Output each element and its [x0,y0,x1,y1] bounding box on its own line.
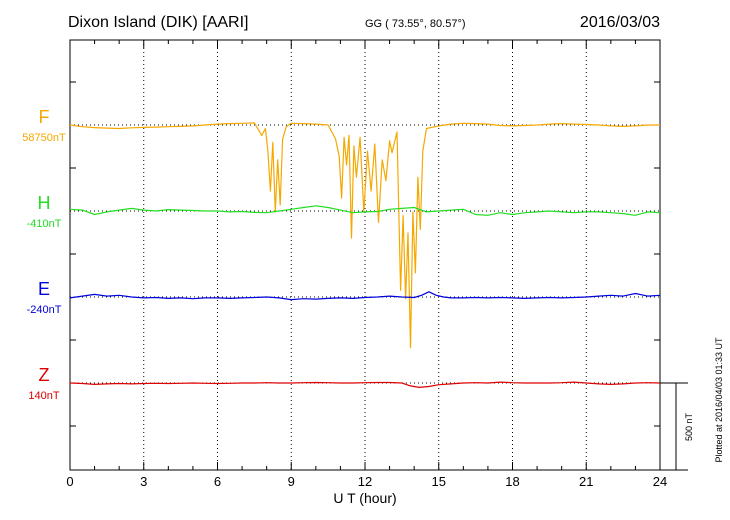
component-label-E: E [38,279,50,299]
series-group [69,122,661,388]
component-label-H: H [38,193,51,213]
baseline-label-F: 58750nT [22,132,66,144]
component-label-Z: Z [39,365,50,385]
baseline-label-H: -410nT [27,218,62,230]
x-tick-label-3: 3 [140,474,147,489]
scale-bar-label: 500 nT [684,412,694,441]
x-tick-label-0: 0 [66,474,73,489]
baseline-label-E: -240nT [27,304,62,316]
x-tick-label-18: 18 [505,474,519,489]
component-labels: F 58750nT H -410nT E -240nT Z 140nT [22,107,66,402]
series-line-Z [69,381,661,388]
x-tick-label-15: 15 [432,474,446,489]
series-line-E [69,291,661,301]
plotted-timestamp: Plotted at 2016/04/03 01:33 UT [714,337,724,463]
x-axis-label: U T (hour) [333,490,396,506]
x-tick-label-12: 12 [358,474,372,489]
x-tick-label-21: 21 [579,474,593,489]
component-label-F: F [39,107,50,127]
grid-lines [143,40,587,470]
scale-bar: 500 nT [660,382,694,471]
baseline-label-Z: 140nT [28,390,59,402]
series-line-H [69,205,661,216]
series-line-F [69,122,660,349]
station-coordinates: GG ( 73.55°, 80.57°) [365,18,466,30]
axis-ticks: 0 3 6 9 12 15 18 21 24 [66,40,667,489]
x-tick-label-6: 6 [214,474,221,489]
plot-date: 2016/03/03 [580,14,660,31]
station-title: Dixon Island (DIK) [AARI] [68,14,249,31]
x-tick-label-24: 24 [653,474,667,489]
x-tick-label-9: 9 [288,474,295,489]
